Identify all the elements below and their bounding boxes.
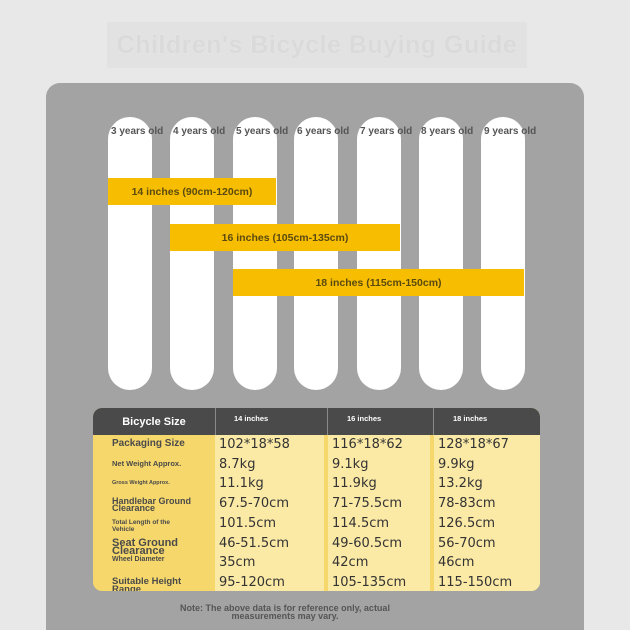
header-cell: Bicycle Size [122, 415, 186, 428]
size-band-label: 14 inches (90cm-120cm) [131, 185, 253, 198]
row-label: Seat Ground Clearance [112, 536, 179, 557]
table-cell: 71-75.5cm [332, 496, 402, 512]
row-label: Total Length of the Vehicle [112, 518, 171, 533]
table-cell: 11.9kg [332, 476, 377, 492]
header-cell: 14 inches [234, 414, 269, 423]
table-header: Bicycle Size 14 inches 16 inches 18 inch… [93, 408, 540, 435]
table-row: Gross Weight Approx. 11.1kg 11.9kg 13.2k… [93, 474, 540, 494]
age-bar-8 [419, 117, 463, 390]
age-bar-6 [294, 117, 338, 390]
row-label: Net Weight Approx. [112, 458, 182, 468]
table-cell: 46cm [438, 555, 475, 571]
table-cell: 11.1kg [219, 476, 264, 492]
row-label: Gross Weight Approx. [112, 480, 170, 487]
age-bar-9 [481, 117, 525, 390]
size-band-label: 16 inches (105cm-135cm) [221, 231, 349, 244]
table-cell: 115-150cm [438, 574, 513, 590]
table-cell: 126.5cm [438, 515, 496, 531]
age-bar-5 [233, 117, 277, 390]
age-label: 4 years old [173, 126, 226, 137]
table-row: Net Weight Approx. 8.7kg 9.1kg 9.9kg [93, 455, 540, 475]
column-bg [328, 435, 430, 591]
size-band-label: 18 inches (115cm-150cm) [315, 276, 442, 289]
table-row: Suitable Height Range 95-120cm 105-135cm… [93, 573, 540, 591]
table-cell: 101.5cm [219, 515, 277, 531]
table-cell: 78-83cm [438, 496, 496, 512]
table-cell: 9.1kg [332, 456, 369, 472]
row-label: Suitable Height Range [112, 575, 182, 591]
column-bg [434, 435, 540, 591]
reference-note: Note: The above data is for reference on… [180, 603, 390, 621]
age-label: 6 years old [297, 126, 350, 137]
table-row: Packaging Size 102*18*58 116*18*62 128*1… [93, 435, 540, 455]
age-label: 7 years old [360, 126, 413, 137]
table-cell: 95-120cm [219, 574, 285, 590]
table-cell: 128*18*67 [438, 437, 509, 452]
header-cell: 16 inches [347, 414, 382, 423]
header-cell: 18 inches [453, 414, 488, 423]
row-label: Packaging Size [112, 438, 185, 449]
size-band-18: 18 inches (115cm-150cm) [233, 269, 524, 296]
header-divider [215, 408, 216, 435]
table-row: Wheel Diameter 35cm 42cm 46cm [93, 553, 540, 573]
table-row: Total Length of the Vehicle 101.5cm 114.… [93, 514, 540, 534]
table-cell: 46-51.5cm [219, 535, 289, 551]
age-bar-3 [108, 117, 152, 390]
size-band-16: 16 inches (105cm-135cm) [170, 224, 400, 251]
age-label: 9 years old [484, 126, 537, 137]
table-cell: 9.9kg [438, 456, 475, 472]
row-label: Wheel Diameter [112, 556, 165, 564]
table-cell: 67.5-70cm [219, 496, 289, 512]
table-cell: 49-60.5cm [332, 535, 402, 551]
header-divider [327, 408, 328, 435]
age-label: 8 years old [421, 126, 474, 137]
table-cell: 8.7kg [219, 456, 256, 472]
table-cell: 13.2kg [438, 476, 483, 492]
table-cell: 35cm [219, 555, 256, 571]
title-banner: Children's Bicycle Buying Guide [107, 22, 527, 68]
age-label: 3 years old [111, 126, 164, 137]
age-bar-4 [170, 117, 214, 390]
table-row: Handlebar Ground Clearance 67.5-70cm 71-… [93, 494, 540, 514]
size-band-14: 14 inches (90cm-120cm) [108, 178, 276, 205]
age-label: 5 years old [236, 126, 289, 137]
row-label: Handlebar Ground Clearance [112, 496, 192, 514]
table-cell: 116*18*62 [332, 437, 403, 452]
table-cell: 56-70cm [438, 535, 496, 551]
column-bg [215, 435, 324, 591]
table-cell: 42cm [332, 555, 369, 571]
table-row: Seat Ground Clearance 46-51.5cm 49-60.5c… [93, 534, 540, 557]
spec-table: Bicycle Size 14 inches 16 inches 18 inch… [93, 408, 540, 591]
table-cell: 114.5cm [332, 515, 390, 531]
header-divider [433, 408, 434, 435]
page-title: Children's Bicycle Buying Guide [116, 30, 518, 59]
table-cell: 105-135cm [332, 574, 407, 590]
table-cell: 102*18*58 [219, 437, 290, 452]
age-bar-7 [357, 117, 401, 390]
